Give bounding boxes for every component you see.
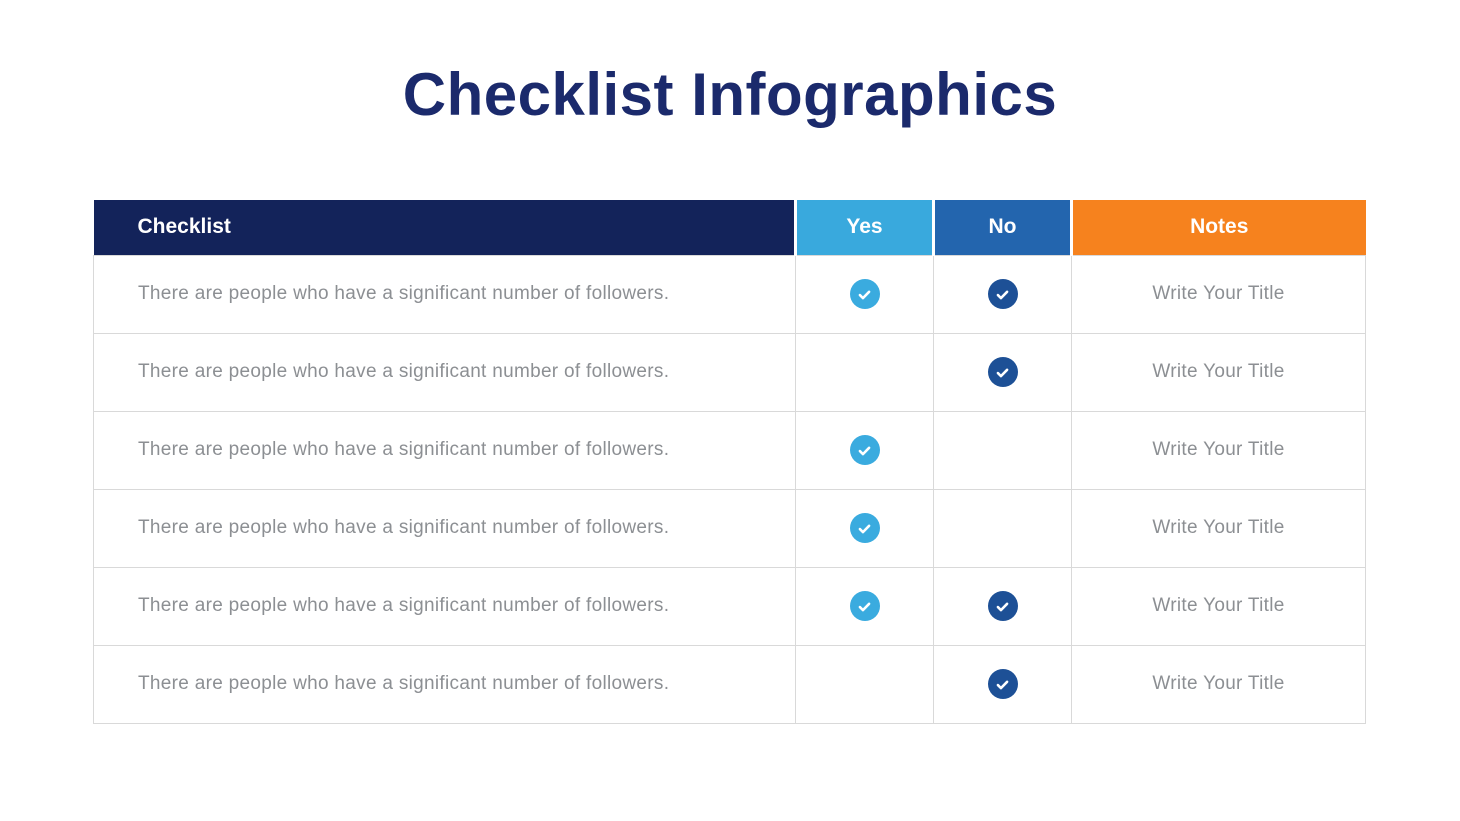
no-check-icon xyxy=(987,357,1018,387)
table-row: There are people who have a significant … xyxy=(93,254,1366,334)
header-notes: Notes xyxy=(1071,200,1366,255)
table-row: There are people who have a significant … xyxy=(93,488,1366,568)
note-text: Write Your Title xyxy=(1071,644,1366,724)
table-row: There are people who have a significant … xyxy=(93,566,1366,646)
yes-check-icon xyxy=(849,591,880,621)
yes-cell xyxy=(795,644,934,724)
page-title: Checklist Infographics xyxy=(402,61,1058,128)
yes-check-icon xyxy=(849,435,880,465)
header-yes: Yes xyxy=(795,200,935,255)
table-row: There are people who have a significant … xyxy=(93,644,1366,724)
note-text: Write Your Title xyxy=(1071,332,1366,412)
no-check-icon xyxy=(987,279,1018,309)
no-check-icon xyxy=(987,669,1018,699)
checklist-table: Checklist Yes No Notes There are people … xyxy=(93,200,1366,724)
yes-cell xyxy=(795,566,934,646)
table-row: There are people who have a significant … xyxy=(93,332,1366,412)
checklist-item-text: There are people who have a significant … xyxy=(93,488,796,568)
no-cell xyxy=(933,332,1072,412)
no-check-icon xyxy=(987,591,1018,621)
no-cell xyxy=(933,566,1072,646)
no-cell xyxy=(933,410,1072,490)
yes-check-icon xyxy=(849,513,880,543)
header-checklist: Checklist xyxy=(93,200,797,255)
note-text: Write Your Title xyxy=(1071,488,1366,568)
checklist-item-text: There are people who have a significant … xyxy=(93,644,796,724)
yes-cell xyxy=(795,488,934,568)
note-text: Write Your Title xyxy=(1071,566,1366,646)
no-cell xyxy=(933,644,1072,724)
note-text: Write Your Title xyxy=(1071,254,1366,334)
yes-cell xyxy=(795,410,934,490)
note-text: Write Your Title xyxy=(1071,410,1366,490)
checklist-item-text: There are people who have a significant … xyxy=(93,566,796,646)
checklist-item-text: There are people who have a significant … xyxy=(93,332,796,412)
header-no: No xyxy=(933,200,1073,255)
yes-check-icon xyxy=(849,279,880,309)
yes-cell xyxy=(795,254,934,334)
checklist-item-text: There are people who have a significant … xyxy=(93,254,796,334)
table-row: There are people who have a significant … xyxy=(93,410,1366,490)
table-header: Checklist Yes No Notes xyxy=(93,200,1366,255)
no-cell xyxy=(933,488,1072,568)
no-cell xyxy=(933,254,1072,334)
checklist-item-text: There are people who have a significant … xyxy=(93,410,796,490)
yes-cell xyxy=(795,332,934,412)
